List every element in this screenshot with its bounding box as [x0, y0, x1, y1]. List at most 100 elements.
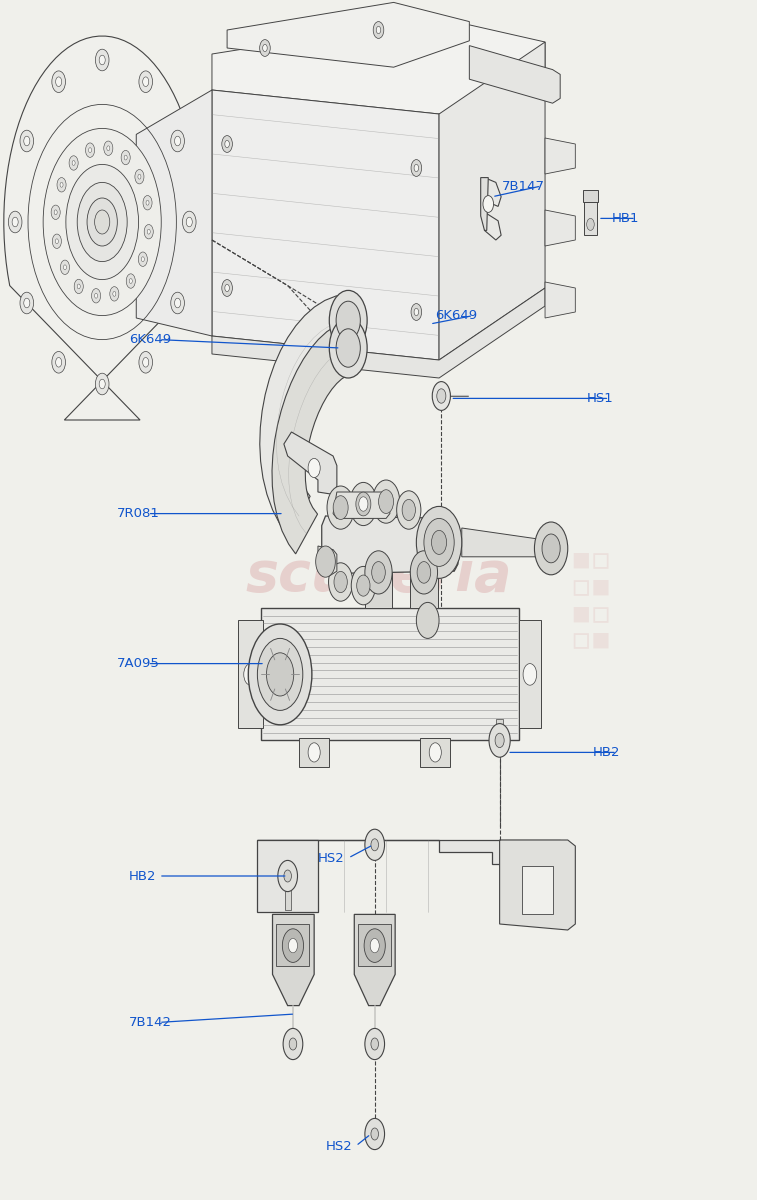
Circle shape	[52, 234, 61, 248]
Polygon shape	[318, 546, 337, 576]
Circle shape	[365, 551, 392, 594]
Circle shape	[104, 142, 113, 156]
Circle shape	[51, 352, 65, 373]
Circle shape	[51, 205, 61, 220]
Circle shape	[43, 128, 161, 316]
Circle shape	[334, 571, 347, 593]
Text: scuderia: scuderia	[245, 550, 512, 602]
Circle shape	[64, 265, 67, 270]
Circle shape	[186, 217, 192, 227]
Circle shape	[378, 490, 394, 514]
Circle shape	[95, 49, 109, 71]
Polygon shape	[439, 42, 545, 360]
Polygon shape	[545, 138, 575, 174]
Polygon shape	[227, 2, 469, 67]
Circle shape	[336, 329, 360, 367]
Circle shape	[248, 624, 312, 725]
Circle shape	[23, 299, 30, 308]
Circle shape	[139, 71, 152, 92]
Circle shape	[86, 143, 95, 157]
Circle shape	[424, 518, 454, 566]
Circle shape	[23, 136, 30, 145]
Circle shape	[483, 196, 494, 212]
Polygon shape	[545, 282, 575, 318]
Circle shape	[437, 389, 446, 403]
Circle shape	[77, 182, 127, 262]
Circle shape	[147, 229, 150, 234]
Circle shape	[283, 1028, 303, 1060]
Circle shape	[171, 130, 185, 151]
Text: 7B142: 7B142	[129, 1016, 172, 1028]
Circle shape	[144, 224, 153, 239]
Polygon shape	[484, 178, 501, 206]
Polygon shape	[545, 210, 575, 246]
Circle shape	[373, 22, 384, 38]
Circle shape	[340, 335, 357, 361]
Circle shape	[364, 929, 385, 962]
Circle shape	[139, 352, 152, 373]
Polygon shape	[354, 914, 395, 1006]
Bar	[519, 620, 541, 728]
Bar	[365, 572, 392, 608]
Circle shape	[61, 260, 70, 275]
Polygon shape	[500, 840, 575, 930]
Circle shape	[121, 150, 130, 164]
Circle shape	[175, 136, 181, 145]
Text: 7B147: 7B147	[502, 180, 545, 192]
Polygon shape	[272, 323, 352, 554]
Bar	[522, 866, 553, 914]
Circle shape	[370, 938, 379, 953]
Polygon shape	[260, 294, 350, 535]
Circle shape	[335, 326, 362, 370]
Polygon shape	[257, 840, 318, 912]
Circle shape	[282, 929, 304, 962]
Circle shape	[329, 318, 367, 378]
Circle shape	[417, 562, 431, 583]
Circle shape	[225, 284, 229, 292]
Text: HB2: HB2	[593, 746, 621, 758]
Circle shape	[429, 743, 441, 762]
Circle shape	[66, 164, 139, 280]
Circle shape	[142, 358, 148, 367]
Circle shape	[146, 200, 149, 205]
Circle shape	[263, 44, 267, 52]
Circle shape	[327, 486, 354, 529]
Polygon shape	[358, 924, 391, 966]
Circle shape	[57, 178, 66, 192]
Circle shape	[55, 358, 61, 367]
Circle shape	[416, 506, 462, 578]
Bar	[584, 202, 597, 235]
Text: 7R081: 7R081	[117, 508, 160, 520]
Text: 7A095: 7A095	[117, 658, 160, 670]
Circle shape	[52, 71, 66, 92]
Circle shape	[344, 342, 352, 354]
Circle shape	[432, 382, 450, 410]
Polygon shape	[4, 36, 201, 420]
Circle shape	[523, 664, 537, 685]
Polygon shape	[462, 528, 553, 557]
Circle shape	[402, 499, 416, 521]
Circle shape	[372, 480, 400, 523]
Circle shape	[92, 288, 101, 302]
Circle shape	[129, 278, 132, 283]
Circle shape	[316, 546, 335, 577]
Circle shape	[340, 307, 357, 334]
Circle shape	[99, 55, 105, 65]
Circle shape	[329, 290, 367, 350]
Circle shape	[8, 211, 22, 233]
Circle shape	[414, 164, 419, 172]
Circle shape	[278, 860, 298, 892]
Circle shape	[350, 482, 377, 526]
Circle shape	[55, 239, 58, 244]
Polygon shape	[212, 288, 545, 378]
Circle shape	[284, 870, 291, 882]
Text: HS2: HS2	[318, 852, 344, 864]
Circle shape	[143, 196, 152, 210]
Circle shape	[359, 497, 368, 511]
Bar	[285, 878, 291, 910]
Circle shape	[416, 602, 439, 638]
Circle shape	[87, 198, 117, 246]
Circle shape	[126, 274, 136, 288]
Polygon shape	[273, 914, 314, 1006]
Circle shape	[182, 211, 196, 233]
